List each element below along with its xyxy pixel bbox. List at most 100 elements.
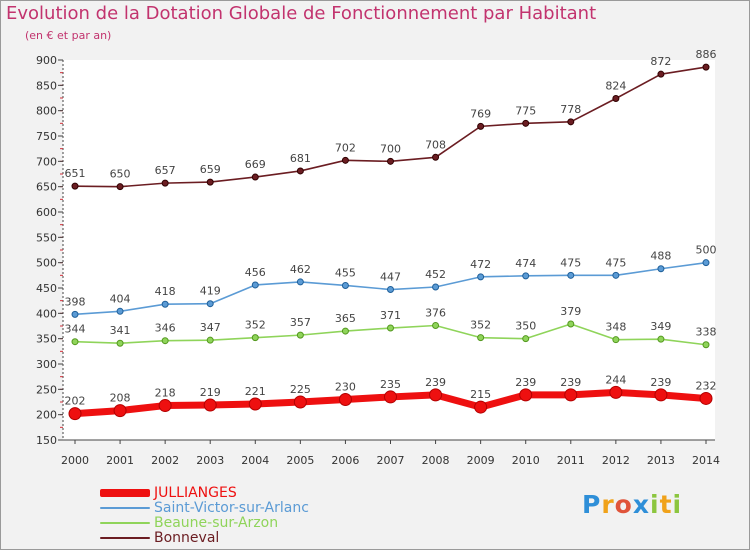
data-point [161, 300, 169, 308]
x-tick-label: 2002 [151, 454, 179, 467]
data-point [564, 388, 578, 402]
data-point [116, 183, 124, 191]
data-point [432, 153, 440, 161]
data-label: 398 [65, 295, 86, 308]
data-point [609, 385, 623, 399]
data-label: 348 [605, 321, 626, 334]
data-point [206, 300, 214, 308]
data-point [522, 335, 530, 343]
data-label: 350 [515, 320, 536, 333]
y-tick-label: 650 [36, 181, 57, 194]
x-tick-label: 2011 [557, 454, 585, 467]
data-point [702, 63, 710, 71]
x-tick-label: 2012 [602, 454, 630, 467]
data-label: 221 [245, 385, 266, 398]
data-label: 239 [425, 376, 446, 389]
data-point [429, 388, 443, 402]
data-point [702, 341, 710, 349]
data-label: 500 [696, 244, 717, 257]
data-point [251, 281, 259, 289]
legend-label: Bonneval [154, 529, 220, 546]
data-point [296, 167, 304, 175]
data-point [657, 265, 665, 273]
data-label: 651 [65, 167, 86, 180]
data-label: 702 [335, 141, 356, 154]
data-point [341, 281, 349, 289]
data-label: 349 [650, 320, 671, 333]
data-label: 239 [560, 376, 581, 389]
data-point [206, 336, 214, 344]
data-label: 886 [696, 48, 717, 61]
data-point [519, 388, 533, 402]
data-point [293, 395, 307, 409]
y-tick-label: 700 [36, 155, 57, 168]
data-point [702, 259, 710, 267]
data-label: 239 [650, 376, 671, 389]
chart-title: Evolution de la Dotation Globale de Fonc… [6, 3, 597, 24]
logo-letter: t [659, 490, 673, 519]
data-point [116, 339, 124, 347]
logo-letter: i [650, 490, 660, 519]
data-label: 419 [200, 285, 221, 298]
data-label: 775 [515, 104, 536, 117]
legend-swatch [100, 536, 150, 539]
data-point [567, 271, 575, 279]
data-point [477, 273, 485, 281]
x-tick-label: 2010 [512, 454, 540, 467]
data-label: 244 [605, 373, 626, 386]
y-tick-label: 500 [36, 257, 57, 270]
data-label: 347 [200, 321, 221, 334]
data-label: 700 [380, 142, 401, 155]
data-label: 341 [110, 324, 131, 337]
data-label: 769 [470, 107, 491, 120]
data-point [248, 397, 262, 411]
data-label: 357 [290, 316, 311, 329]
y-tick-label: 450 [36, 282, 57, 295]
y-tick-label: 850 [36, 79, 57, 92]
data-point [203, 398, 217, 412]
data-point [654, 388, 668, 402]
data-label: 669 [245, 158, 266, 171]
data-point [251, 173, 259, 181]
x-tick-label: 2004 [241, 454, 269, 467]
legend-swatch [100, 506, 150, 509]
chart-subtitle: (en € et par an) [25, 29, 112, 42]
data-point [341, 327, 349, 335]
data-label: 365 [335, 312, 356, 325]
data-point [71, 182, 79, 190]
data-label: 225 [290, 383, 311, 396]
y-tick-label: 600 [36, 206, 57, 219]
data-point [296, 278, 304, 286]
data-label: 218 [155, 387, 176, 400]
data-point [432, 283, 440, 291]
data-label: 371 [380, 309, 401, 322]
data-point [296, 331, 304, 339]
data-label: 404 [110, 292, 131, 305]
data-label: 344 [65, 323, 86, 336]
data-label: 474 [515, 257, 536, 270]
legend-item: Beaune-sur-Arzon [100, 514, 309, 531]
logo-letter: P [582, 490, 602, 519]
logo-letter: o [614, 490, 633, 519]
data-point [161, 337, 169, 345]
data-label: 475 [560, 256, 581, 269]
plot-area [63, 60, 715, 440]
data-label: 338 [696, 326, 717, 339]
data-label: 872 [650, 55, 671, 68]
proxiti-logo: Proxiti [582, 490, 682, 519]
x-tick-label: 2000 [61, 454, 89, 467]
legend-label: Beaune-sur-Arzon [154, 514, 279, 531]
data-point [474, 400, 488, 414]
data-point [657, 70, 665, 78]
data-point [567, 320, 575, 328]
logo-letter: i [672, 490, 683, 519]
data-label: 215 [470, 388, 491, 401]
y-tick-label: 150 [36, 434, 57, 447]
data-label: 708 [425, 138, 446, 151]
data-point [477, 334, 485, 342]
x-tick-label: 2007 [377, 454, 405, 467]
x-tick-label: 2001 [106, 454, 134, 467]
data-label: 681 [290, 152, 311, 165]
legend-swatch [100, 521, 150, 524]
data-label: 230 [335, 380, 356, 393]
